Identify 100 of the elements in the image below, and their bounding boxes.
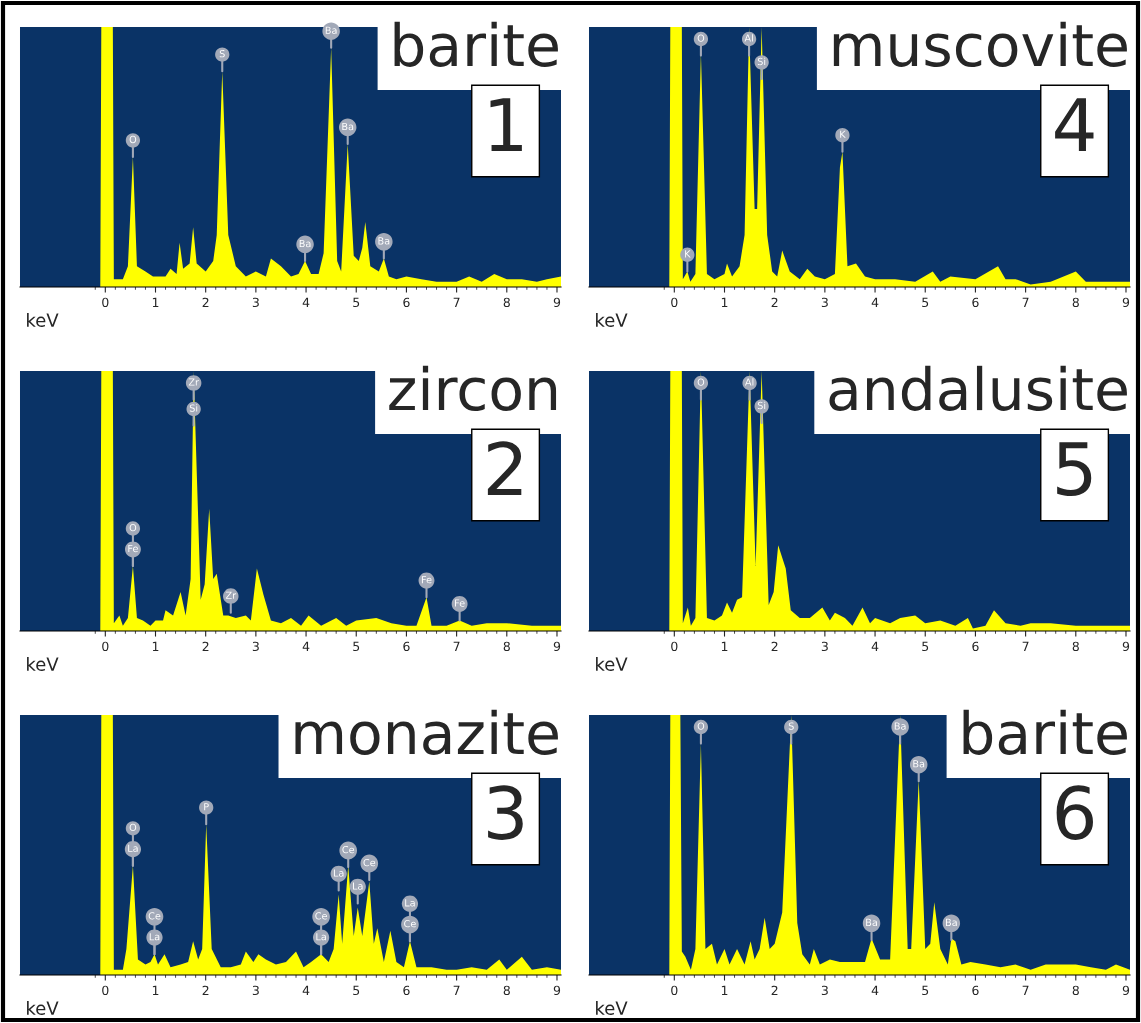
annotation: Ce — [148, 912, 161, 920]
x-axis-title: keV — [27, 313, 59, 327]
text: 1 — [490, 98, 522, 151]
x-tick-label: 8 — [1072, 297, 1079, 308]
annotation: Si — [757, 401, 766, 410]
x-tick-label: 8 — [503, 985, 510, 996]
x-tick-label: 7 — [453, 985, 460, 995]
x-tick-label: 2 — [202, 641, 209, 651]
x-tick-label: 8 — [503, 641, 510, 652]
x-tick-label: 2 — [771, 297, 778, 307]
x-axis-title: keV — [27, 657, 59, 671]
annotation: Ba — [325, 26, 337, 34]
x-tick-label: 4 — [871, 297, 879, 307]
annotation: Al — [744, 378, 754, 386]
x-tick-label: 9 — [1122, 297, 1130, 308]
x-tick-label: 9 — [553, 297, 561, 308]
annotation: La — [333, 869, 344, 877]
x-tick-label: 5 — [922, 641, 929, 652]
x-tick-label: 2 — [202, 985, 209, 995]
x-tick-label: 1 — [152, 641, 159, 651]
annotation: Fe — [421, 576, 432, 584]
x-tick-label: 6 — [972, 641, 979, 652]
annotation: Ba — [299, 239, 311, 248]
x-tick-label: 6 — [972, 297, 979, 308]
text: 6 — [1056, 785, 1093, 840]
x-tick-label: 2 — [771, 985, 778, 995]
x-tick-label: 3 — [252, 985, 259, 996]
annotation: La — [316, 933, 326, 941]
x-tick-label: 9 — [553, 641, 561, 652]
annotation: O — [129, 135, 137, 144]
annotation: Ce — [315, 912, 327, 920]
annotation: Fe — [128, 544, 138, 553]
text: 4 — [1055, 98, 1094, 151]
x-tick-label: 6 — [972, 985, 979, 996]
annotation: Ce — [363, 858, 376, 867]
x-tick-label: 8 — [1072, 641, 1079, 652]
x-tick-label: 5 — [922, 985, 929, 996]
x-tick-label: 1 — [152, 297, 159, 307]
x-axis-title: keV — [596, 313, 628, 327]
x-tick-label: 0 — [671, 297, 678, 308]
chart-title: andalusite — [829, 365, 1127, 411]
chart-title: monazite — [295, 709, 558, 755]
x-tick-label: 4 — [871, 641, 879, 651]
x-tick-label: 0 — [102, 641, 109, 652]
x-tick-label: 6 — [403, 297, 410, 308]
x-tick-label: 5 — [353, 985, 360, 996]
x-tick-label: 1 — [152, 985, 159, 995]
x-tick-label: 4 — [302, 985, 310, 995]
x-tick-label: 4 — [302, 641, 310, 651]
x-axis-title: keV — [27, 1001, 59, 1015]
x-tick-label: 5 — [353, 297, 360, 308]
annotation: Ba — [378, 237, 390, 245]
x-tick-label: 3 — [252, 641, 259, 652]
annotation: Si — [189, 404, 198, 412]
annotation: Ba — [945, 918, 957, 927]
annotation: Zr — [225, 591, 237, 599]
annotation: La — [149, 933, 160, 941]
x-tick-label: 6 — [403, 985, 410, 996]
annotation: S — [788, 722, 794, 730]
x-tick-label: 4 — [302, 297, 310, 307]
annotation: Al — [744, 34, 753, 42]
annotation: Ba — [913, 760, 925, 768]
annotation: O — [697, 378, 705, 386]
x-tick-label: 1 — [721, 985, 728, 995]
annotation: O — [129, 523, 137, 532]
annotation: K — [840, 130, 846, 138]
x-tick-label: 7 — [1022, 641, 1029, 651]
chart-title: barite — [963, 709, 1127, 755]
x-tick-label: 9 — [553, 985, 561, 996]
chart-title: muscovite — [833, 21, 1127, 67]
x-tick-label: 3 — [821, 985, 828, 996]
x-tick-label: 1 — [721, 641, 728, 651]
annotation: La — [405, 899, 415, 907]
x-tick-label: 0 — [102, 985, 109, 996]
x-tick-label: 5 — [922, 297, 929, 308]
annotation: O — [697, 722, 705, 730]
annotation: Ba — [866, 918, 877, 927]
annotation: Ce — [342, 845, 355, 854]
annotation: Ce — [404, 920, 416, 928]
x-tick-label: 7 — [453, 297, 460, 307]
x-tick-label: 0 — [102, 297, 109, 308]
annotation: K — [685, 250, 691, 258]
annotation: O — [129, 823, 137, 832]
x-tick-label: 7 — [1022, 985, 1029, 995]
chart-title: barite — [394, 21, 558, 67]
text: 5 — [1057, 442, 1092, 496]
annotation: Fe — [455, 599, 465, 607]
x-tick-label: 0 — [671, 641, 678, 652]
x-tick-label: 3 — [252, 297, 259, 308]
x-tick-label: 0 — [671, 985, 678, 996]
x-axis-title: keV — [596, 657, 628, 671]
annotation: Ba — [894, 722, 906, 730]
annotation: O — [697, 34, 705, 42]
annotation: La — [353, 882, 363, 890]
annotation: Ba — [342, 122, 354, 131]
x-tick-label: 9 — [1122, 641, 1130, 652]
x-tick-label: 5 — [353, 641, 360, 652]
annotation: La — [128, 844, 138, 852]
x-tick-label: 7 — [453, 641, 460, 651]
x-tick-label: 2 — [202, 297, 209, 307]
